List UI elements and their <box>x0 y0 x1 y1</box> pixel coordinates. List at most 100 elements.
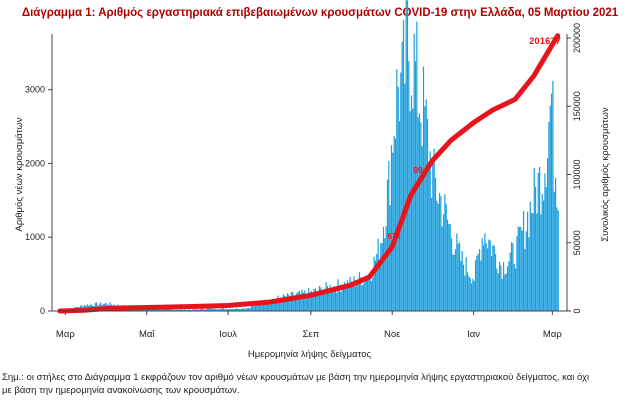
footnote-line-1: Σημ.: οι στήλες στο Διάγραμμα 1 εκφράζου… <box>2 372 590 383</box>
bar <box>240 309 242 311</box>
bar <box>398 121 401 311</box>
chart-annotations: 201677 99 67k <box>387 36 561 241</box>
bar <box>504 274 506 311</box>
bar <box>169 309 171 311</box>
bar <box>437 203 439 311</box>
x-tick-label: Ιουλ <box>219 329 237 340</box>
bar <box>300 293 302 311</box>
bar <box>308 288 310 311</box>
bar <box>378 262 381 311</box>
bar <box>549 105 551 312</box>
bar <box>322 290 325 311</box>
bar <box>434 177 437 311</box>
bar <box>290 291 293 311</box>
bar <box>500 265 502 311</box>
bar <box>285 296 287 311</box>
bar <box>220 308 222 311</box>
y2-axis-title: Συνολικός αριθμός κρουσμάτων <box>600 107 611 242</box>
bar <box>452 254 454 311</box>
bar <box>336 292 338 311</box>
bar <box>178 309 180 311</box>
bar <box>269 301 271 311</box>
bar <box>268 302 270 311</box>
bar <box>424 106 426 311</box>
bar <box>146 309 148 311</box>
bar <box>288 294 290 311</box>
bar <box>277 295 279 311</box>
bar <box>289 296 291 311</box>
bar <box>494 253 497 311</box>
y2-tick-label: 150000 <box>572 91 582 121</box>
bar <box>368 274 370 311</box>
bar <box>552 80 554 312</box>
bar <box>354 286 357 311</box>
bar <box>317 291 319 311</box>
bar <box>505 273 507 311</box>
bar <box>293 296 295 311</box>
bar <box>392 152 394 311</box>
bar <box>490 256 493 311</box>
bar <box>498 261 501 311</box>
chart-title: Διάγραμμα 1: Αριθμός εργαστηριακά επιβεβ… <box>21 7 619 19</box>
bar <box>429 151 431 311</box>
bar <box>408 61 410 312</box>
bar <box>230 309 232 311</box>
bar <box>412 108 414 312</box>
bar <box>266 303 268 311</box>
bar <box>326 286 329 311</box>
bar <box>252 306 254 311</box>
bar <box>249 308 251 311</box>
bar <box>416 21 418 312</box>
bar <box>533 167 535 311</box>
bar <box>514 268 517 311</box>
bar <box>218 309 220 311</box>
bar <box>341 286 343 311</box>
bar <box>274 299 277 311</box>
x-tick-label: Σεπ <box>302 329 319 340</box>
bar <box>348 286 350 311</box>
bar <box>376 254 378 311</box>
bar <box>350 281 353 311</box>
bar <box>460 260 462 311</box>
x-tick-label: Μαρ <box>56 329 75 340</box>
bar <box>257 303 259 311</box>
bar <box>242 308 244 311</box>
bar <box>473 280 475 311</box>
x-tick-label: Μαρ <box>543 329 562 340</box>
bar <box>248 307 250 311</box>
bar <box>276 298 278 311</box>
bar <box>228 309 230 311</box>
bar <box>321 294 323 311</box>
bar <box>292 292 294 311</box>
y-tick-label: 0 <box>40 306 45 316</box>
bar <box>194 309 196 311</box>
bar <box>438 193 441 311</box>
bar <box>314 288 317 311</box>
bar <box>528 237 530 311</box>
bar <box>352 284 354 311</box>
bar <box>556 207 558 311</box>
bar <box>345 288 347 311</box>
bar <box>254 305 256 311</box>
bar <box>536 213 538 311</box>
bar <box>318 285 321 311</box>
bar <box>205 309 207 311</box>
bar <box>172 309 174 311</box>
bar <box>340 291 342 311</box>
bar <box>450 238 453 311</box>
bar <box>546 158 549 311</box>
bar <box>374 260 377 311</box>
bar <box>209 308 211 311</box>
bar <box>238 308 240 311</box>
bar <box>484 233 486 311</box>
bar <box>166 309 168 311</box>
bar <box>262 304 264 311</box>
bar <box>284 295 286 311</box>
chart-axes: 0 1000 2000 3000 0 50000 100000 150000 200000 Μαρ… <box>14 23 611 360</box>
bar <box>465 257 467 311</box>
bar <box>180 309 182 311</box>
bar <box>294 295 297 311</box>
bar <box>325 282 327 311</box>
bar <box>320 287 322 311</box>
bar <box>555 177 557 311</box>
